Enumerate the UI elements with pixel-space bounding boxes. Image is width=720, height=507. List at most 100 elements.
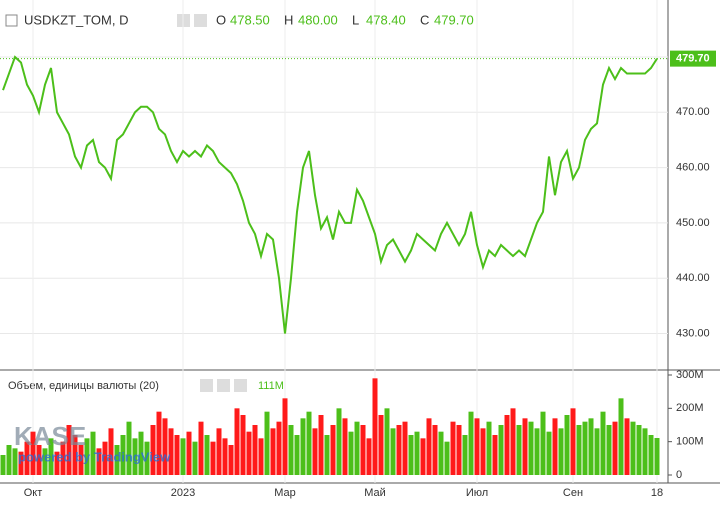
volume-bar [192, 441, 198, 475]
volume-bars [0, 378, 660, 475]
icon[interactable] [234, 379, 247, 392]
ohlc-key: C [420, 12, 429, 27]
volume-title: Объем, единицы валюты (20) [8, 380, 159, 392]
volume-bar [594, 428, 600, 475]
volume-bar [396, 425, 402, 475]
volume-bar [462, 435, 468, 475]
volume-bar [642, 428, 648, 475]
volume-bar [78, 445, 84, 475]
x-tick-label: 18 [651, 487, 663, 499]
volume-bar [72, 435, 78, 475]
volume-bar [534, 428, 540, 475]
volume-bar [492, 435, 498, 475]
volume-bar [540, 411, 546, 475]
x-tick-label: Май [364, 487, 386, 499]
volume-bar [552, 418, 558, 475]
volume-bar [342, 418, 348, 475]
ohlc-key: H [284, 12, 293, 27]
volume-bar [42, 448, 48, 475]
volume-bar [126, 421, 132, 475]
volume-bar [612, 421, 618, 475]
volume-bar [138, 431, 144, 475]
volume-bar [90, 431, 96, 475]
volume-bar [324, 435, 330, 475]
volume-bar [648, 435, 654, 475]
volume-bar [276, 421, 282, 475]
volume-bar [450, 421, 456, 475]
volume-bar [318, 415, 324, 475]
x-tick-label: Сен [563, 487, 583, 499]
y-tick-label: 460.00 [676, 161, 710, 173]
volume-bar [216, 428, 222, 475]
volume-bar [384, 408, 390, 475]
volume-bar [288, 425, 294, 475]
volume-bar [210, 441, 216, 475]
volume-bar [144, 441, 150, 475]
volume-bar [606, 425, 612, 475]
volume-tick-label: 100M [676, 436, 704, 448]
volume-bar [132, 438, 138, 475]
volume-bar [504, 415, 510, 475]
volume-bar [114, 445, 120, 475]
volume-bar [558, 428, 564, 475]
volume-last: 111M [258, 380, 284, 392]
watermark: KASE [14, 421, 86, 451]
volume-bar [630, 421, 636, 475]
volume-bar [306, 411, 312, 475]
volume-bar [654, 438, 660, 475]
volume-bar [546, 431, 552, 475]
watermark: powered by TradingView [18, 449, 171, 464]
ohlc-key: L [352, 12, 359, 27]
ohlc-value: 478.50 [230, 12, 270, 27]
volume-bar [150, 425, 156, 475]
volume-bar [570, 408, 576, 475]
volume-tick-label: 300M [676, 369, 704, 381]
volume-bar [468, 411, 474, 475]
volume-bar [108, 428, 114, 475]
volume-bar [54, 451, 60, 475]
volume-bar [366, 438, 372, 475]
volume-bar [18, 451, 24, 475]
volume-bar [312, 428, 318, 475]
last-price-box [670, 50, 716, 67]
volume-bar [390, 428, 396, 475]
volume-bar [414, 431, 420, 475]
y-tick-label: 470.00 [676, 106, 710, 118]
volume-bar [30, 431, 36, 475]
volume-bar [234, 408, 240, 475]
volume-bar [360, 425, 366, 475]
volume-bar [624, 418, 630, 475]
volume-bar [102, 441, 108, 475]
volume-bar [636, 425, 642, 475]
icon[interactable] [200, 379, 213, 392]
volume-bar [258, 438, 264, 475]
volume-bar [180, 438, 186, 475]
volume-bar [270, 428, 276, 475]
volume-bar [528, 421, 534, 475]
volume-bar [330, 425, 336, 475]
volume-bar [576, 425, 582, 475]
x-tick-label: Окт [24, 487, 43, 499]
volume-bar [480, 428, 486, 475]
volume-bar [402, 421, 408, 475]
volume-tick-label: 200M [676, 402, 704, 414]
x-tick-label: Мар [274, 487, 296, 499]
volume-bar [204, 435, 210, 475]
volume-bar [36, 445, 42, 475]
icon[interactable] [194, 14, 207, 27]
volume-bar [354, 421, 360, 475]
volume-bar [408, 435, 414, 475]
x-tick-label: Июл [466, 487, 488, 499]
volume-bar [120, 435, 126, 475]
volume-bar [600, 411, 606, 475]
volume-bar [240, 415, 246, 475]
volume-bar [60, 441, 66, 475]
volume-bar [96, 448, 102, 475]
volume-bar [48, 438, 54, 475]
collapse-icon[interactable] [5, 14, 18, 27]
volume-bar [426, 418, 432, 475]
ohlc-value: 479.70 [434, 12, 474, 27]
icon[interactable] [217, 379, 230, 392]
